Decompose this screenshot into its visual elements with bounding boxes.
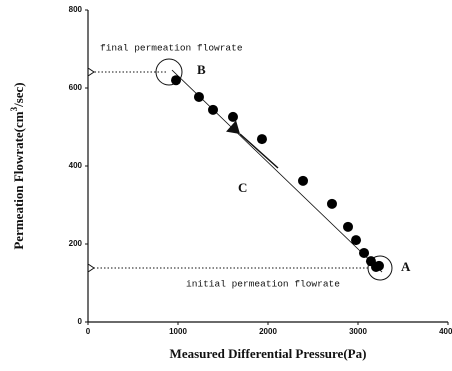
point: [171, 75, 182, 86]
point: [351, 235, 362, 246]
y-tick-label: 400: [69, 161, 83, 170]
x-tick-label: 2000: [259, 327, 277, 336]
y-label-main: Permeation Flowrate(cm: [11, 111, 26, 249]
point: [208, 104, 219, 115]
annotation: C: [238, 180, 247, 195]
point: [359, 247, 370, 258]
x-tick-label: 0: [86, 327, 91, 336]
y-tick-label: 800: [69, 5, 83, 14]
y-tick-label: 0: [78, 317, 83, 326]
fit-line: [171, 69, 383, 273]
x-tick-label: 1000: [169, 327, 187, 336]
point: [256, 134, 267, 145]
point: [227, 111, 238, 122]
annotation: B: [197, 62, 206, 77]
x-tick-label: 3000: [349, 327, 367, 336]
y-label-sup: 3: [9, 106, 19, 111]
y-axis-label: Permeation Flowrate(cm3/sec): [9, 82, 26, 249]
x-axis-label: Measured Differential Pressure(Pa): [170, 346, 367, 361]
y-tick-label: 200: [69, 239, 83, 248]
point: [298, 175, 309, 186]
circle-b: [155, 58, 183, 86]
annotation: A: [401, 259, 411, 274]
direction-arrow: [226, 120, 279, 169]
y-label-end: /sec): [11, 82, 26, 108]
point: [343, 221, 354, 232]
point: [373, 260, 384, 271]
point: [326, 198, 337, 209]
point: [193, 91, 204, 102]
y-tick-label: 600: [69, 83, 83, 92]
annotation: initial permeation flowrate: [186, 279, 340, 290]
annotation: final permeation flowrate: [100, 43, 243, 54]
circle-a: [367, 255, 393, 281]
